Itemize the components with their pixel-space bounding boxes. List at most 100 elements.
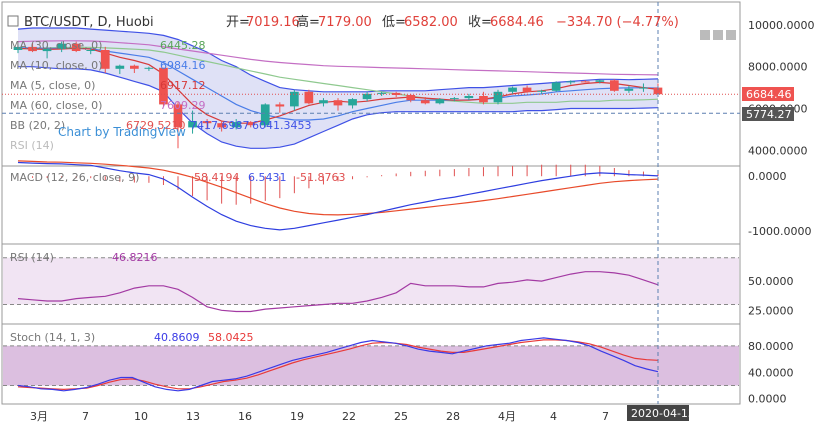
ma60-line <box>17 40 659 76</box>
candle-body <box>362 93 372 100</box>
time-axis-label: 7 <box>82 410 89 423</box>
candle-body <box>639 87 648 89</box>
open-value: 7019.16 <box>246 15 300 30</box>
ma30-label[interactable]: MA (30, close, 0) <box>10 39 102 52</box>
candle-body <box>420 100 430 104</box>
macd-value-3: -51.8763 <box>296 171 345 184</box>
candle-body <box>173 104 183 128</box>
move-down-icon[interactable] <box>700 30 710 40</box>
date-tag-value: 2020-04-13 <box>631 407 695 420</box>
low-label: 低= <box>382 15 406 30</box>
time-axis-label: 7 <box>602 410 609 423</box>
bb-label[interactable]: BB (20, 2) <box>10 119 65 132</box>
price-axis-label: 10000.0000 <box>748 19 814 32</box>
last-price-tag <box>742 87 794 101</box>
candle-body <box>551 82 561 91</box>
price-axis-label: 4000.0000 <box>748 144 808 157</box>
stoch-k-value: 40.8609 <box>154 331 200 344</box>
candle-body <box>610 80 619 91</box>
macd-label[interactable]: MACD (12, 26, close, 9) <box>10 171 139 184</box>
ma30-value: 6445.28 <box>160 39 206 52</box>
candle-body <box>217 123 226 128</box>
candle-body <box>653 87 663 95</box>
time-axis-label: 3月 <box>30 410 48 423</box>
stoch-d-value: 58.0425 <box>208 331 254 344</box>
ma30-line <box>17 46 659 104</box>
stoch-label[interactable]: Stoch (14, 1, 3) <box>10 331 95 344</box>
candle-body <box>42 49 52 52</box>
high-label: 高= <box>296 14 320 30</box>
low-value: 6582.00 <box>404 15 458 30</box>
date-tag <box>627 405 689 421</box>
close-value: 6684.46 <box>490 15 544 30</box>
rsi-axis-label: 25.0000 <box>748 304 794 317</box>
candle-body <box>202 121 212 124</box>
pane-controls <box>700 30 736 40</box>
open-label: 开= <box>226 15 250 30</box>
candle-body <box>464 96 474 99</box>
collapse-icon[interactable] <box>7 15 19 27</box>
time-axis-label: 10 <box>134 410 148 423</box>
move-up-icon[interactable] <box>713 30 723 40</box>
ma60-value: 7609.29 <box>160 99 206 112</box>
time-axis-label: 13 <box>186 410 200 423</box>
macd-value-1: 58.4194 <box>194 171 240 184</box>
candle-body <box>566 81 576 83</box>
header: BTC/USDT, D, Huobi 开= 7019.16 高= 7179.00… <box>7 14 679 30</box>
stoch-d-line <box>17 339 659 391</box>
ma10-line <box>18 47 659 121</box>
rsi-axis-label: 50.0000 <box>748 275 794 288</box>
bb-upper-line <box>17 27 659 93</box>
change-value: −334.70 (−4.77%) <box>556 15 679 30</box>
candle-body <box>246 122 256 126</box>
candle-body <box>435 99 445 104</box>
candle-body <box>580 81 590 83</box>
time-axis-label: 4 <box>550 410 557 423</box>
candle-body <box>479 96 488 103</box>
macd-axis-label: 0.0000 <box>748 170 787 183</box>
time-axis-label: 16 <box>238 410 252 423</box>
candle-body <box>260 104 270 126</box>
candle-body <box>333 100 343 106</box>
candle-body <box>377 92 386 94</box>
stoch-k-line <box>17 337 659 392</box>
indicator-legend: MA (30, close, 0) 6445.28 MA (10, close,… <box>10 39 312 152</box>
candle-body <box>231 122 241 128</box>
candle-body <box>115 65 125 69</box>
time-axis-label: 28 <box>446 410 460 423</box>
candle-body <box>319 100 328 104</box>
ma60-label[interactable]: MA (60, close, 0) <box>10 99 102 112</box>
candle-body <box>86 50 96 51</box>
tradingview-watermark[interactable]: Chart by TradingView <box>58 125 186 139</box>
candle-body <box>275 104 285 107</box>
candle-body <box>406 95 416 101</box>
candle-body <box>100 50 110 69</box>
rsi-label[interactable]: RSI (14) <box>10 251 54 264</box>
rsi-line <box>17 271 659 313</box>
candle-body <box>493 91 503 103</box>
macd-value-2: 6.5431 <box>248 171 287 184</box>
bb-lower-line <box>18 66 659 149</box>
stoch-axis-label: 0.0000 <box>748 393 787 406</box>
maximize-icon[interactable] <box>726 30 736 40</box>
stoch-axis-label: 40.0000 <box>748 366 794 379</box>
candle-body <box>624 88 634 91</box>
candle-body <box>130 65 139 69</box>
ma5-label[interactable]: MA (5, close, 0) <box>10 79 95 92</box>
time-axis-label: 19 <box>290 410 304 423</box>
close-label: 收= <box>468 15 492 30</box>
time-axis-label: 4月 <box>498 410 516 423</box>
candle-body <box>28 46 37 52</box>
candle-body <box>522 87 532 92</box>
rsi-overlay-label[interactable]: RSI (14) <box>10 139 54 152</box>
symbol-label: BTC/USDT, D, Huobi <box>24 15 154 30</box>
price-axis-label: 8000.0000 <box>748 61 808 74</box>
macd-line <box>17 161 659 231</box>
time-axis-label: 22 <box>342 410 356 423</box>
ma5-value: 6917.12 <box>160 79 206 92</box>
bb-value-2: 7417.6987 <box>190 119 250 132</box>
ma10-label[interactable]: MA (10, close, 0) <box>10 59 102 72</box>
candle-body <box>290 91 299 107</box>
stoch-axis-label: 80.0000 <box>748 340 794 353</box>
